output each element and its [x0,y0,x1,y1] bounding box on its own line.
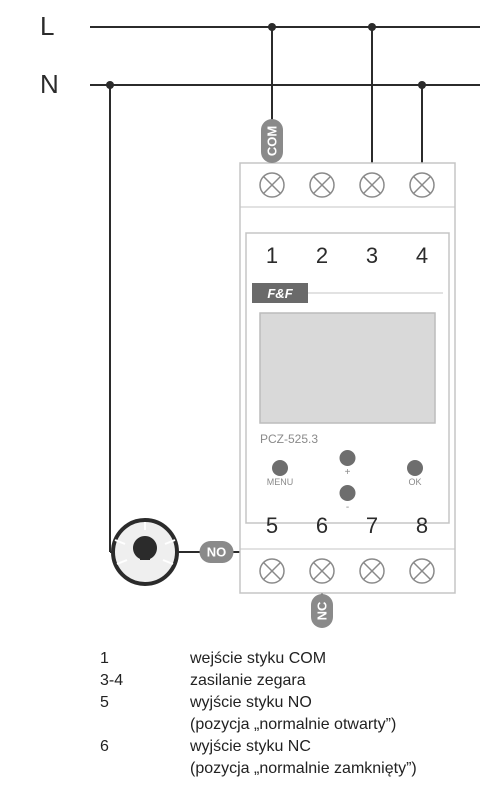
svg-text:F&F: F&F [267,286,293,301]
legend-key [100,760,190,778]
wiring-diagram: LN 1 2 3 4 5 6 7 8 F&F PCZ-525.3 MENU OK + - COM NO NC [0,0,500,640]
legend-key: 1 [100,650,190,668]
svg-text:PCZ-525.3: PCZ-525.3 [260,432,318,446]
legend-val: wyjście styku NC [190,738,311,756]
legend-key: 3-4 [100,672,190,690]
legend-row: (pozycja „normalnie otwarty”) [100,716,417,734]
svg-text:+: + [345,467,351,478]
svg-text:2: 2 [316,243,328,268]
svg-text:N: N [40,69,59,99]
legend-row: 3-4 zasilanie zegara [100,672,417,690]
svg-text:8: 8 [416,513,428,538]
legend-val: (pozycja „normalnie zamknięty”) [190,760,417,778]
legend-block: 1 wejście styku COM 3-4 zasilanie zegara… [100,650,417,782]
svg-text:OK: OK [408,477,421,487]
legend-val: zasilanie zegara [190,672,306,690]
legend-val: (pozycja „normalnie otwarty”) [190,716,396,734]
svg-text:NC: NC [315,601,330,620]
legend-key: 6 [100,738,190,756]
svg-text:6: 6 [316,513,328,538]
svg-text:NO: NO [207,545,227,560]
svg-text:-: - [346,502,349,513]
legend-row: 6 wyjście styku NC [100,738,417,756]
svg-text:L: L [40,11,54,41]
svg-text:5: 5 [266,513,278,538]
legend-val: wejście styku COM [190,650,326,668]
legend-row: (pozycja „normalnie zamknięty”) [100,760,417,778]
svg-text:4: 4 [416,243,428,268]
legend-val: wyjście styku NO [190,694,312,712]
svg-text:3: 3 [366,243,378,268]
legend-row: 5 wyjście styku NO [100,694,417,712]
legend-row: 1 wejście styku COM [100,650,417,668]
legend-key: 5 [100,694,190,712]
svg-text:7: 7 [366,513,378,538]
legend-key [100,716,190,734]
svg-text:1: 1 [266,243,278,268]
svg-text:COM: COM [265,126,280,156]
svg-text:MENU: MENU [267,477,294,487]
